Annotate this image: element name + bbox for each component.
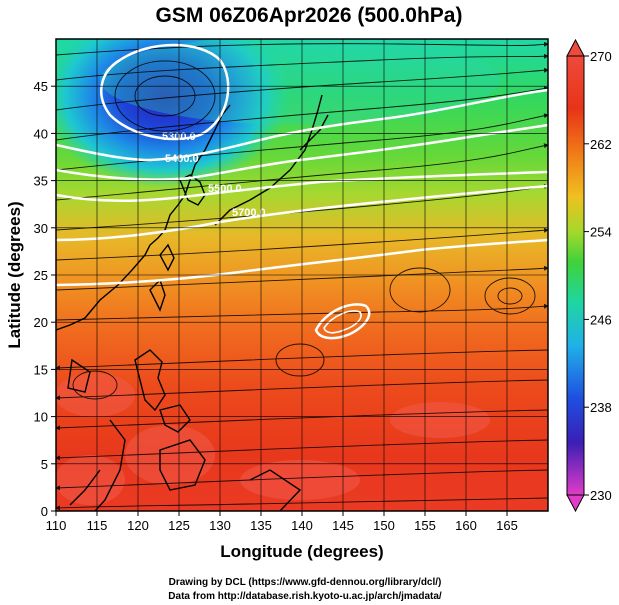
contour-5800 <box>56 238 548 287</box>
x-tick-label: 150 <box>373 518 395 533</box>
colorbar-scale <box>566 55 585 496</box>
chart-title: GSM 06Z06Apr2026 (500.0hPa) <box>156 4 463 27</box>
plot-area: 5300.0 5400.0 5500.0 5700.0 <box>56 39 548 511</box>
x-tick-label: 165 <box>496 518 518 533</box>
contour-label: 5700.0 <box>232 207 266 219</box>
contour-labels: 5300.0 5400.0 5500.0 5700.0 <box>162 131 266 219</box>
x-tick-label: 120 <box>127 518 149 533</box>
y-tick-label: 25 <box>34 268 48 283</box>
x-axis: 110 115 120 125 130 135 140 145 150 155 160 165 <box>46 511 518 533</box>
contour-5300 <box>100 43 230 141</box>
contour-5600 <box>56 170 548 202</box>
colorbar-top-arrow <box>566 38 585 57</box>
y-tick-label: 5 <box>41 457 48 472</box>
contour-5500 <box>56 123 548 181</box>
x-tick-label: 140 <box>291 518 313 533</box>
x-tick-label: 145 <box>332 518 354 533</box>
contour-label: 5400.0 <box>165 153 199 165</box>
contour-5900-cell <box>314 303 371 340</box>
contour-label: 5500.0 <box>208 183 242 195</box>
colorbar-tick-label: 230 <box>590 488 612 503</box>
cold-low-core <box>56 39 290 188</box>
coastlines <box>56 94 329 511</box>
colorbar-tick-label: 262 <box>590 137 612 152</box>
colorbar-tick-label: 238 <box>590 400 612 415</box>
y-tick-label: 0 <box>41 504 48 519</box>
y-tick-label: 45 <box>34 79 48 94</box>
colorbar-tick-label: 246 <box>590 312 612 327</box>
y-axis: 0 5 10 15 20 25 30 35 40 45 <box>34 79 56 519</box>
x-tick-label: 155 <box>414 518 436 533</box>
y-tick-label: 30 <box>34 221 48 236</box>
y-tick-label: 15 <box>34 362 48 377</box>
x-tick-label: 160 <box>455 518 477 533</box>
height-contours <box>56 43 548 340</box>
x-tick-label: 130 <box>209 518 231 533</box>
grid-lines <box>55 39 548 512</box>
y-tick-label: 10 <box>34 410 48 425</box>
x-tick-label: 135 <box>250 518 272 533</box>
y-tick-label: 35 <box>34 174 48 189</box>
x-tick-label: 115 <box>87 518 108 533</box>
y-tick-label: 20 <box>34 315 48 330</box>
contour-5700 <box>56 184 548 242</box>
colorbar-tick-label: 254 <box>590 225 612 240</box>
cool-tongue <box>100 39 500 125</box>
credit-drawing: Drawing by DCL (https://www.gfd-dennou.o… <box>169 577 442 588</box>
y-tick-label: 40 <box>34 126 48 141</box>
x-tick-label: 125 <box>168 518 190 533</box>
x-axis-label: Longitude (degrees) <box>220 542 383 561</box>
colorbar-tick-label: 270 <box>590 49 612 64</box>
x-tick-label: 110 <box>46 518 67 533</box>
contour-5400 <box>56 88 548 162</box>
colorbar: 270 262 254 246 238 230 <box>566 38 612 513</box>
y-axis-label: Latitude (degrees) <box>5 201 24 348</box>
colorbar-ticks: 270 262 254 246 238 230 <box>584 49 612 503</box>
colorbar-bottom-arrow <box>566 494 585 513</box>
contour-5900-cell-inner <box>323 310 362 334</box>
credit-data: Data from http://database.rish.kyoto-u.a… <box>168 591 442 602</box>
